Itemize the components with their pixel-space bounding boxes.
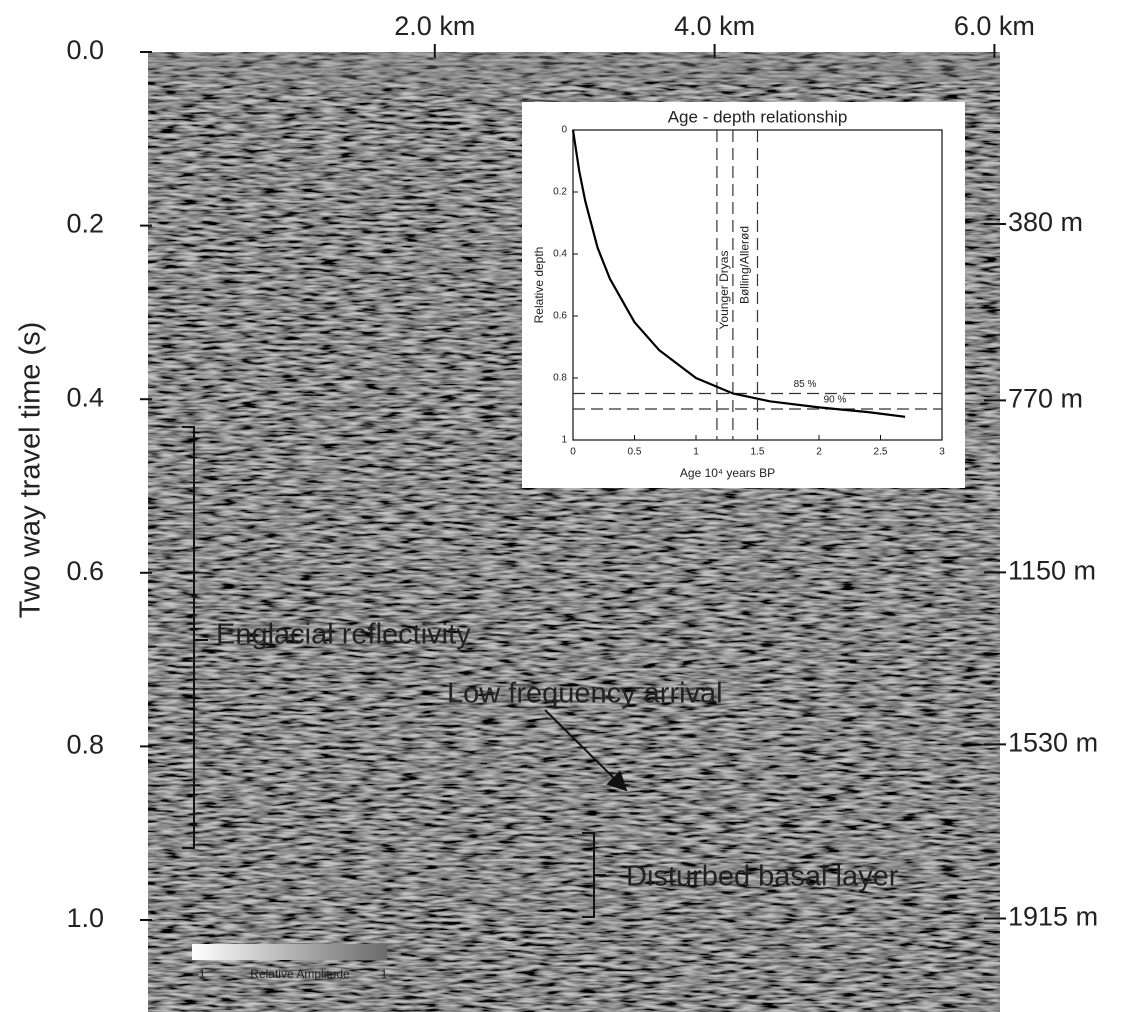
x-tick-label: 4.0 km bbox=[674, 11, 755, 41]
inset-x-tick-label: 0 bbox=[570, 447, 576, 458]
y2-tick-label: 1915 m bbox=[1008, 902, 1098, 932]
inset-y-tick-label: 0.4 bbox=[553, 249, 567, 260]
x-tick-label: 6.0 km bbox=[954, 11, 1035, 41]
y2-tick-label: 770 m bbox=[1008, 384, 1083, 414]
x-tick-label: 2.0 km bbox=[394, 11, 475, 41]
y-tick-label: 0.0 bbox=[66, 35, 104, 65]
y-tick-label: 0.8 bbox=[66, 730, 104, 760]
y2-tick-label: 1530 m bbox=[1008, 727, 1098, 757]
y-tick-label: 1.0 bbox=[66, 903, 104, 933]
annotation: Low frequency arrival bbox=[447, 678, 723, 710]
inset-x-tick-label: 1 bbox=[693, 447, 699, 458]
inset-curve bbox=[571, 129, 906, 418]
inset-x-tick-label: 3 bbox=[939, 447, 945, 458]
inset-x-tick-label: 0.5 bbox=[628, 447, 642, 458]
colorbar-min: -1 bbox=[194, 966, 206, 981]
inset-hline-label: 90 % bbox=[824, 395, 847, 406]
inset-vline-label: Bølling/Allerød bbox=[737, 226, 751, 304]
inset-x-label: Age 10⁴ years BP bbox=[680, 466, 775, 480]
inset-y-tick-label: 1 bbox=[561, 435, 567, 446]
inset-y-tick-label: 0 bbox=[561, 125, 567, 136]
y-tick-label: 0.6 bbox=[66, 556, 104, 586]
colorbar-label: Relative Amplitude bbox=[250, 967, 350, 981]
inset-hline-label: 85 % bbox=[794, 379, 817, 390]
inset-y-tick-label: 0.8 bbox=[553, 373, 567, 384]
inset-vline-label: Younger Dryas bbox=[717, 251, 731, 330]
arrow bbox=[544, 709, 628, 792]
y-tick-label: 0.2 bbox=[66, 209, 104, 239]
annotation: Disturbed basal layer bbox=[626, 861, 899, 893]
inset-y-label: Relative depth bbox=[532, 247, 546, 324]
colorbar bbox=[192, 944, 387, 960]
y-axis-label: Two way travel time (s) bbox=[15, 322, 47, 619]
y-tick-label: 0.4 bbox=[66, 382, 104, 412]
inset-y-tick-label: 0.6 bbox=[553, 311, 567, 322]
inset-y-tick-label: 0.2 bbox=[553, 187, 567, 198]
inset-x-tick-label: 2 bbox=[816, 447, 822, 458]
inset-panel bbox=[522, 102, 965, 488]
bracket bbox=[182, 426, 208, 849]
y2-tick-label: 1150 m bbox=[1008, 556, 1096, 586]
inset-x-tick-label: 1.5 bbox=[751, 447, 765, 458]
annotation: Englacial reflectivity bbox=[216, 619, 471, 651]
seismic-top-band bbox=[148, 52, 1000, 82]
inset-x-tick-label: 2.5 bbox=[874, 447, 888, 458]
colorbar-max: 1 bbox=[380, 966, 387, 981]
inset-title: Age - depth relationship bbox=[668, 107, 848, 126]
bracket bbox=[582, 832, 606, 918]
y2-tick-label: 380 m bbox=[1008, 207, 1083, 237]
